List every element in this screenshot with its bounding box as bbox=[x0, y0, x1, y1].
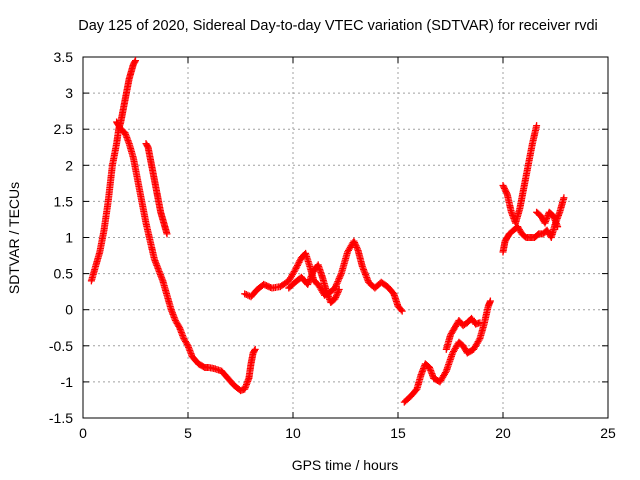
data-point bbox=[251, 345, 259, 353]
data-point bbox=[132, 57, 139, 65]
data-point bbox=[331, 295, 339, 303]
data-point bbox=[291, 266, 299, 274]
data-point bbox=[351, 240, 359, 248]
data-point bbox=[503, 189, 510, 197]
y-tick-label: 2 bbox=[65, 157, 73, 173]
y-tick-label: -1 bbox=[61, 374, 74, 390]
data-point bbox=[398, 307, 406, 315]
data-point bbox=[305, 277, 313, 285]
data-point bbox=[304, 280, 312, 288]
data-point bbox=[397, 306, 405, 314]
data-point bbox=[475, 336, 483, 344]
axis-ticks: 0 5 10 15 20 25 -1.5 -1 -0.5 0 0.5 1 1.5 2 2.5 3 3.5 bbox=[49, 49, 616, 441]
x-tick-label: 25 bbox=[600, 425, 616, 441]
data-point bbox=[335, 285, 343, 293]
data-point bbox=[242, 291, 250, 299]
data-point bbox=[337, 271, 345, 279]
data-point bbox=[332, 293, 340, 301]
y-tick-label: 3 bbox=[65, 85, 73, 101]
data-point bbox=[336, 273, 344, 281]
y-tick-label: 3.5 bbox=[54, 49, 74, 65]
data-point bbox=[554, 223, 562, 231]
y-tick-label: 1 bbox=[65, 230, 73, 246]
y-tick-label: -1.5 bbox=[49, 410, 73, 426]
data-point bbox=[332, 281, 340, 289]
data-point bbox=[476, 319, 484, 327]
data-point bbox=[334, 289, 342, 297]
grid bbox=[83, 57, 608, 418]
data-point bbox=[334, 278, 342, 286]
data-point bbox=[293, 261, 301, 269]
data-point bbox=[332, 282, 340, 290]
data-point bbox=[352, 242, 360, 250]
data-point bbox=[560, 194, 568, 202]
data-point bbox=[332, 292, 340, 300]
data-point bbox=[294, 260, 302, 268]
y-axis-label: SDTVAR / TECUs bbox=[6, 182, 22, 294]
data-point bbox=[333, 279, 341, 287]
data-point bbox=[131, 58, 139, 66]
x-axis-label: GPS time / hours bbox=[292, 457, 399, 473]
data-point bbox=[183, 340, 191, 348]
x-tick-label: 0 bbox=[79, 425, 87, 441]
data-point bbox=[350, 237, 358, 245]
chart-title: Day 125 of 2020, Sidereal Day-to-day VTE… bbox=[78, 18, 598, 34]
x-tick-label: 10 bbox=[285, 425, 301, 441]
data-point bbox=[309, 269, 317, 277]
data-point bbox=[295, 258, 303, 266]
data-point bbox=[353, 245, 361, 253]
data-point bbox=[333, 290, 341, 298]
data-point bbox=[307, 274, 314, 282]
y-tick-label: 1.5 bbox=[54, 193, 74, 209]
data-point bbox=[441, 369, 449, 377]
data-point bbox=[163, 230, 171, 238]
data-point bbox=[486, 297, 494, 305]
y-tick-label: 0.5 bbox=[54, 266, 74, 282]
data-point bbox=[335, 274, 343, 282]
data-point bbox=[308, 271, 316, 279]
data-point bbox=[351, 239, 359, 247]
x-tick-label: 5 bbox=[184, 425, 192, 441]
data-point bbox=[293, 263, 301, 271]
data-point bbox=[296, 257, 304, 265]
data-point bbox=[241, 290, 249, 298]
data-point bbox=[335, 287, 342, 295]
data-point bbox=[331, 284, 339, 292]
y-tick-label: -0.5 bbox=[49, 338, 73, 354]
y-tick-label: 0 bbox=[65, 302, 73, 318]
data-point bbox=[335, 276, 342, 284]
data-point bbox=[292, 264, 300, 272]
data-point bbox=[304, 279, 312, 287]
data-point bbox=[175, 322, 183, 330]
x-tick-label: 15 bbox=[390, 425, 406, 441]
data-point bbox=[307, 272, 315, 280]
data-point bbox=[353, 243, 361, 251]
data-point bbox=[306, 276, 314, 284]
x-tick-label: 20 bbox=[495, 425, 511, 441]
data-points bbox=[87, 57, 568, 406]
y-tick-label: 2.5 bbox=[54, 121, 74, 137]
data-point bbox=[251, 347, 258, 355]
data-point bbox=[533, 122, 541, 130]
